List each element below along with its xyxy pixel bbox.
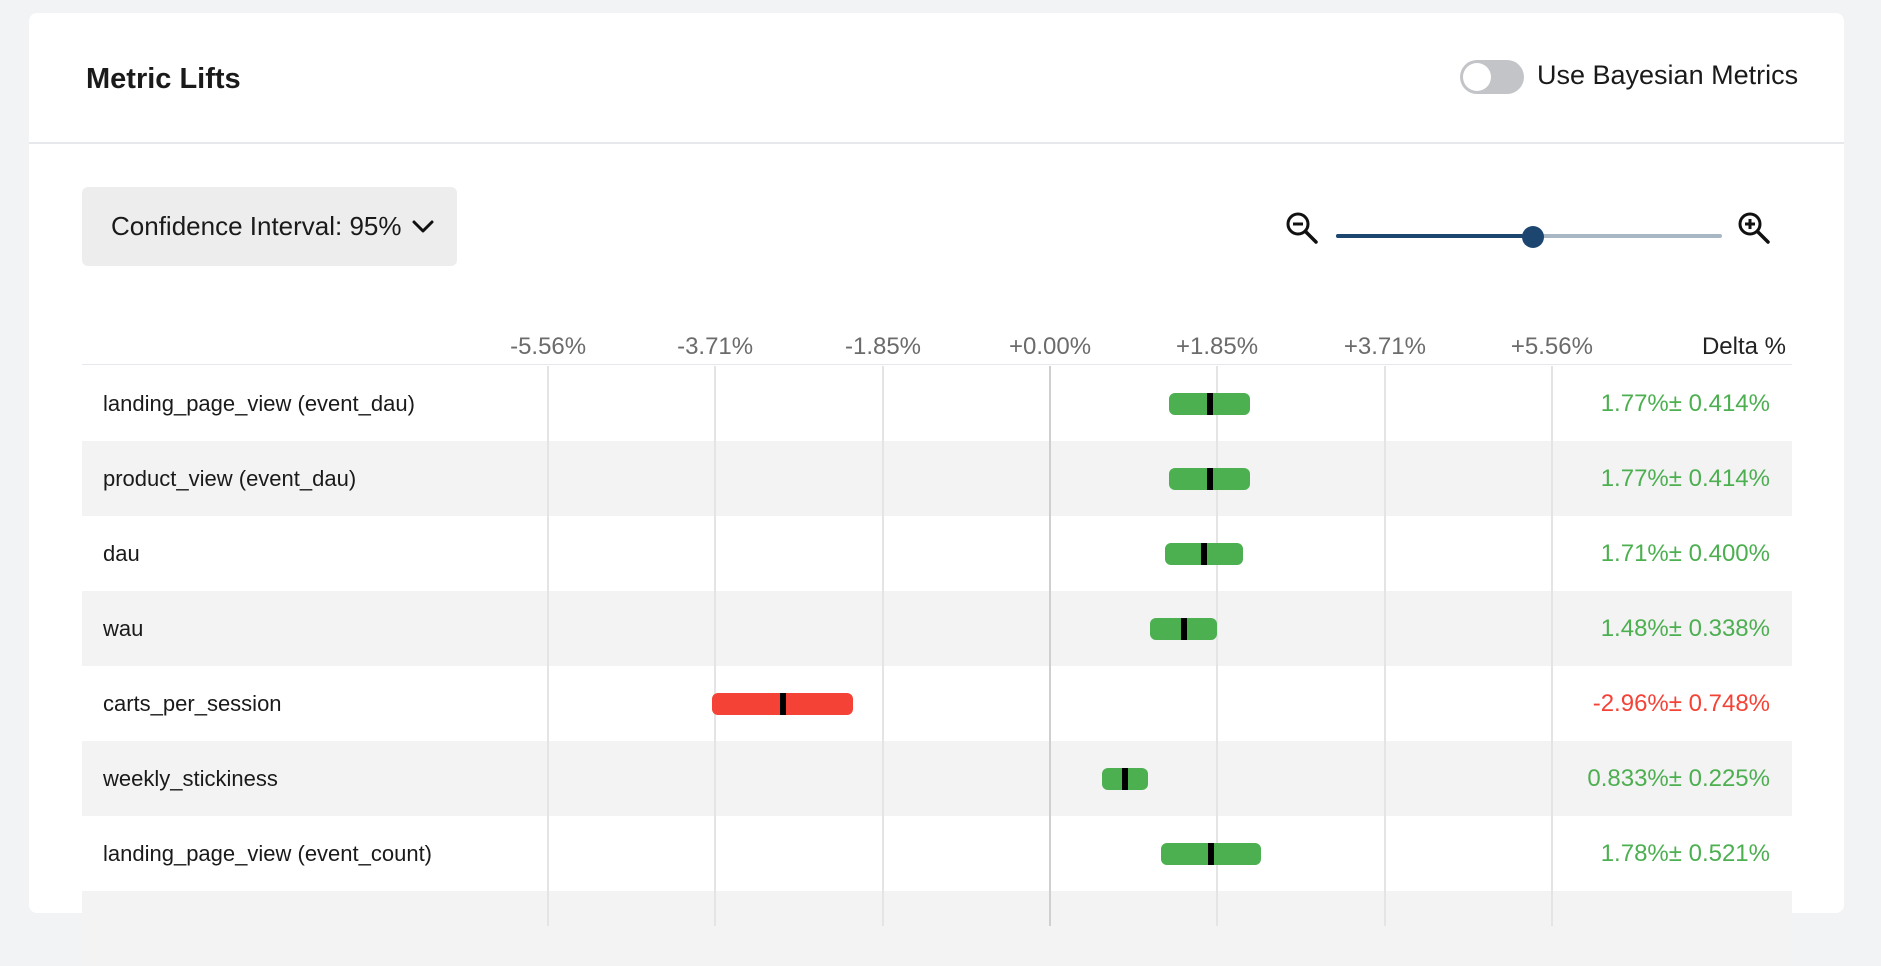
metric-row[interactable]: landing_page_view (event_dau) 1.77%± 0.41… bbox=[82, 366, 1792, 441]
metric-row[interactable] bbox=[82, 891, 1792, 966]
chevron-down-icon bbox=[412, 220, 434, 232]
card-header: Metric Lifts Use Bayesian Metrics bbox=[29, 13, 1844, 144]
metric-delta-value: 1.77%± 0.414% bbox=[1600, 465, 1770, 492]
delta-column-header: Delta % bbox=[1701, 333, 1786, 360]
metric-row[interactable]: dau 1.71%± 0.400% bbox=[82, 516, 1792, 591]
metrics-table: landing_page_view (event_dau) 1.77%± 0.41… bbox=[82, 366, 1792, 966]
metric-name: landing_page_view (event_count) bbox=[103, 841, 433, 866]
metric-delta-value: 0.833%± 0.225% bbox=[1587, 765, 1770, 792]
metric-row[interactable]: weekly_stickiness 0.833%± 0.225% bbox=[82, 741, 1792, 816]
axis-header: Delta % -5.56% -3.71% -1.85% +0.00% +1.85% +3… bbox=[82, 323, 1792, 365]
metric-delta-value: -2.96%± 0.748% bbox=[1592, 690, 1770, 717]
metric-name: dau bbox=[103, 541, 140, 566]
axis-tick-label: +1.85% bbox=[1175, 333, 1259, 360]
zoom-slider-thumb[interactable] bbox=[1521, 226, 1544, 248]
axis-tick-label: +0.00% bbox=[1008, 333, 1092, 360]
metric-delta-value: 1.71%± 0.400% bbox=[1600, 540, 1770, 567]
axis-tick-label: +3.71% bbox=[1343, 333, 1426, 360]
metric-name: wau bbox=[103, 616, 144, 641]
metric-name: carts_per_session bbox=[103, 691, 282, 716]
axis-tick-label: -3.71% bbox=[677, 333, 754, 360]
metric-name: product_view (event_dau) bbox=[103, 466, 357, 491]
zoom-slider[interactable] bbox=[1336, 226, 1722, 248]
zoom-out-icon[interactable] bbox=[1285, 211, 1319, 245]
metric-delta-value: 1.78%± 0.521% bbox=[1600, 840, 1770, 867]
metric-row[interactable]: product_view (event_dau) 1.77%± 0.414% bbox=[82, 441, 1792, 516]
metric-name: landing_page_view (event_dau) bbox=[103, 391, 415, 416]
metric-delta-value: 1.48%± 0.338% bbox=[1600, 615, 1770, 642]
toggle-knob bbox=[1463, 63, 1491, 91]
metric-row[interactable]: landing_page_view (event_count) 1.78%± 0.… bbox=[82, 816, 1792, 891]
bayesian-toggle-label: Use Bayesian Metrics bbox=[1537, 60, 1799, 90]
axis-tick-label: +5.56% bbox=[1510, 333, 1593, 360]
axis-tick-label: -1.85% bbox=[844, 333, 922, 360]
zoom-in-icon[interactable] bbox=[1737, 211, 1771, 245]
metric-delta-value: 1.77%± 0.414% bbox=[1600, 390, 1770, 417]
bayesian-toggle[interactable] bbox=[1460, 60, 1524, 94]
axis-tick-label: -5.56% bbox=[510, 333, 587, 360]
confidence-interval-dropdown[interactable]: Confidence Interval: 95% bbox=[82, 187, 457, 266]
metric-row[interactable]: carts_per_session -2.96%± 0.748% bbox=[82, 666, 1792, 741]
metric-lifts-card: Metric Lifts Use Bayesian Metrics Confid… bbox=[29, 13, 1844, 966]
metric-row[interactable]: wau 1.48%± 0.338% bbox=[82, 591, 1792, 666]
page-title: Metric Lifts bbox=[86, 63, 241, 95]
zoom-slider-fill bbox=[1336, 234, 1533, 238]
confidence-interval-label: Confidence Interval: 95% bbox=[111, 211, 402, 241]
metric-name: weekly_stickiness bbox=[103, 766, 278, 791]
